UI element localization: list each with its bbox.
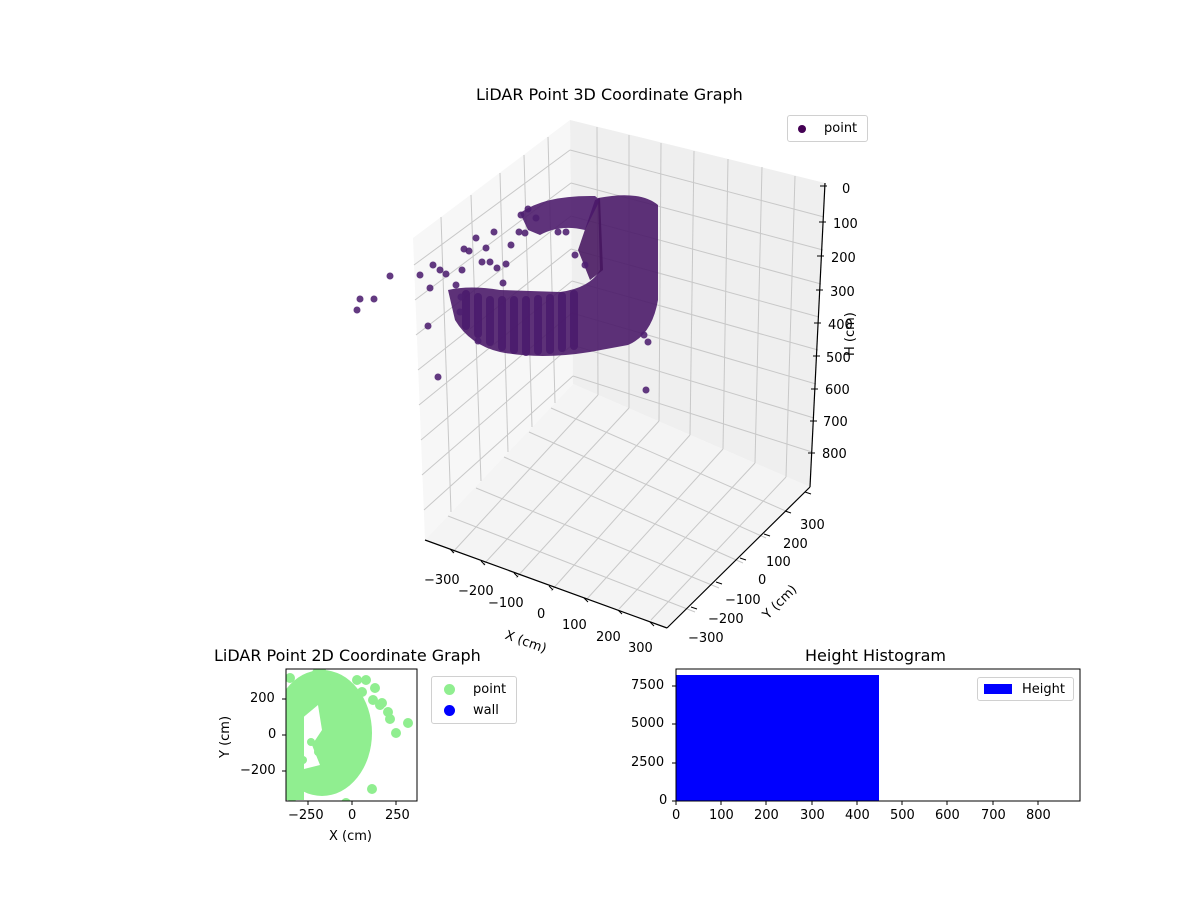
histogram-title: Height Histogram — [805, 646, 946, 665]
axis-lines — [424, 182, 826, 629]
x-tick: 500 — [890, 808, 915, 823]
y-axis-line — [666, 486, 811, 629]
legend-label: Height — [1022, 681, 1065, 697]
y-tick: 100 — [766, 555, 791, 570]
x-tick: 300 — [628, 641, 653, 656]
wall-marker-icon — [444, 705, 455, 716]
plot2d-legend: point wall — [431, 676, 518, 724]
legend-entry-point: point — [432, 679, 516, 700]
y-tick: 0 — [758, 573, 767, 588]
x-tick: 600 — [935, 808, 960, 823]
x-tick: 200 — [754, 808, 779, 823]
y-tick: −300 — [688, 631, 724, 646]
legend-entry-point: point — [788, 118, 867, 139]
legend-label: point — [473, 682, 507, 697]
x-tick: −200 — [458, 584, 494, 599]
y-tick: 0 — [659, 793, 668, 808]
point-cloud-3d — [353, 195, 658, 394]
z-tick: 600 — [825, 383, 850, 398]
plot2d-title: LiDAR Point 2D Coordinate Graph — [214, 646, 481, 665]
legend-entry-height: Height — [978, 678, 1073, 700]
x-tick: −100 — [488, 596, 524, 611]
y-tick: 300 — [800, 518, 825, 533]
x-axis-line — [424, 539, 668, 629]
x-tick: 200 — [596, 630, 621, 645]
y-tick: −200 — [708, 612, 744, 627]
legend-label: wall — [473, 703, 499, 718]
plot3d-legend: point — [787, 115, 869, 142]
plot3d-zlabel: H (cm) — [843, 312, 858, 356]
legend-entry-wall: wall — [432, 700, 516, 721]
x-tick: 250 — [385, 808, 410, 823]
plot3d-title: LiDAR Point 3D Coordinate Graph — [476, 85, 743, 104]
y-tick: 7500 — [631, 678, 665, 693]
y-tick: 200 — [783, 537, 808, 552]
z-tick: 800 — [822, 447, 847, 462]
y-tick: 5000 — [631, 716, 665, 731]
x-tick: −300 — [424, 573, 460, 588]
z-tick: 400 — [828, 318, 853, 333]
x-tick: 400 — [845, 808, 870, 823]
z-tick: 0 — [842, 182, 851, 197]
x-tick: 700 — [981, 808, 1006, 823]
legend-label: point — [824, 121, 858, 136]
x-tick: 100 — [709, 808, 734, 823]
y-tick: −100 — [725, 593, 761, 608]
histogram-legend: Height — [977, 677, 1074, 701]
x-tick: 300 — [800, 808, 825, 823]
grid-lines — [413, 126, 825, 621]
z-tick: 100 — [833, 217, 858, 232]
plot2d-xlabel: X (cm) — [329, 829, 372, 844]
z-axis-line — [809, 182, 826, 488]
axis-ticks — [449, 185, 827, 627]
z-tick: 500 — [826, 351, 851, 366]
pane-floor — [425, 384, 810, 628]
x-tick: 0 — [348, 808, 357, 823]
point-marker-icon — [444, 684, 455, 695]
z-tick: 200 — [831, 251, 856, 266]
x-tick: 0 — [537, 607, 546, 622]
y-tick: 2500 — [631, 755, 665, 770]
x-tick: 100 — [562, 618, 587, 633]
y-tick: −200 — [240, 763, 276, 778]
y-tick: 0 — [268, 727, 277, 742]
x-tick: −250 — [288, 808, 324, 823]
z-tick: 700 — [823, 415, 848, 430]
height-patch-icon — [984, 684, 1012, 694]
plot2d-ylabel: Y (cm) — [218, 715, 233, 758]
point-marker-icon — [798, 124, 806, 133]
x-tick: 0 — [672, 808, 681, 823]
x-tick: 800 — [1026, 808, 1051, 823]
z-tick: 300 — [830, 285, 855, 300]
y-tick: 200 — [250, 691, 275, 706]
